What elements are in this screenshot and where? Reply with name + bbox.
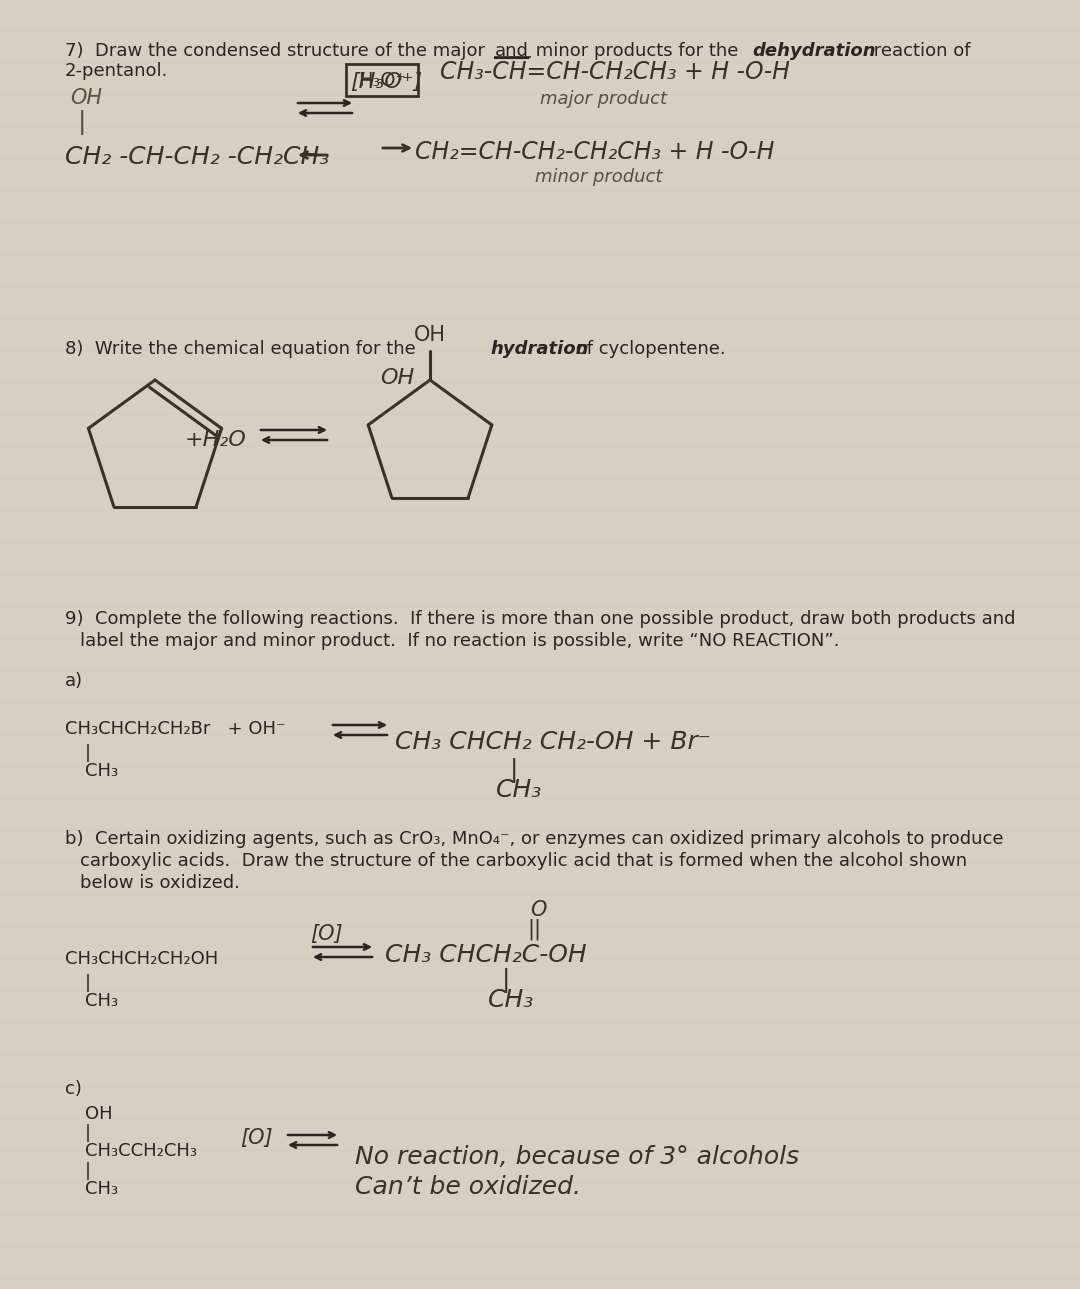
Text: CH₃: CH₃ bbox=[496, 779, 542, 802]
Text: below is oxidized.: below is oxidized. bbox=[80, 874, 240, 892]
Text: CH₃: CH₃ bbox=[488, 987, 535, 1012]
Text: |: | bbox=[85, 1124, 91, 1142]
Text: |: | bbox=[78, 110, 86, 135]
Text: OH: OH bbox=[380, 367, 415, 388]
Text: +H₂O: +H₂O bbox=[185, 431, 246, 450]
Text: CH₃: CH₃ bbox=[85, 762, 118, 780]
Text: major product: major product bbox=[540, 90, 667, 108]
Text: label the major and minor product.  If no reaction is possible, write “NO REACTI: label the major and minor product. If no… bbox=[80, 632, 839, 650]
Text: |: | bbox=[502, 968, 511, 993]
Text: H₃O⁺: H₃O⁺ bbox=[359, 71, 406, 89]
Text: reaction of: reaction of bbox=[868, 43, 971, 61]
Text: 9)  Complete the following reactions.  If there is more than one possible produc: 9) Complete the following reactions. If … bbox=[65, 610, 1015, 628]
Text: [O]: [O] bbox=[310, 924, 342, 944]
Text: 7)  Draw the condensed structure of the major: 7) Draw the condensed structure of the m… bbox=[65, 43, 490, 61]
Text: |: | bbox=[85, 1161, 91, 1179]
Text: hydration: hydration bbox=[490, 340, 589, 358]
Text: of cyclopentene.: of cyclopentene. bbox=[570, 340, 726, 358]
Text: dehydration: dehydration bbox=[752, 43, 876, 61]
Text: Can’t be oxidized.: Can’t be oxidized. bbox=[355, 1176, 581, 1199]
Text: CH₃CHCH₂CH₂Br   + OH⁻: CH₃CHCH₂CH₂Br + OH⁻ bbox=[65, 721, 285, 739]
Text: OH: OH bbox=[70, 88, 103, 108]
Text: [O]: [O] bbox=[240, 1128, 272, 1148]
Text: |: | bbox=[85, 744, 91, 762]
Text: 8)  Write the chemical equation for the: 8) Write the chemical equation for the bbox=[65, 340, 421, 358]
Text: OH: OH bbox=[414, 325, 446, 344]
Text: CH₃: CH₃ bbox=[85, 1179, 118, 1197]
Text: CH₃: CH₃ bbox=[85, 993, 118, 1011]
Text: CH₃CHCH₂CH₂OH: CH₃CHCH₂CH₂OH bbox=[65, 950, 218, 968]
Text: carboxylic acids.  Draw the structure of the carboxylic acid that is formed when: carboxylic acids. Draw the structure of … bbox=[80, 852, 967, 870]
Text: a): a) bbox=[65, 672, 83, 690]
Text: minor product: minor product bbox=[535, 168, 662, 186]
Text: ||: || bbox=[527, 918, 541, 940]
Text: [H₃O⁺]: [H₃O⁺] bbox=[350, 72, 422, 92]
Text: |: | bbox=[510, 758, 518, 782]
Text: CH₃ CHCH₂C-OH: CH₃ CHCH₂C-OH bbox=[384, 944, 586, 967]
Text: minor products for the: minor products for the bbox=[530, 43, 744, 61]
Text: CH₃ CHCH₂ CH₂-OH + Br⁻: CH₃ CHCH₂ CH₂-OH + Br⁻ bbox=[395, 730, 711, 754]
Text: CH₃-CH=CH-CH₂CH₃ + H -O-H: CH₃-CH=CH-CH₂CH₃ + H -O-H bbox=[440, 61, 789, 84]
Text: O: O bbox=[530, 900, 546, 920]
Text: No reaction, because of 3° alcohols: No reaction, because of 3° alcohols bbox=[355, 1145, 799, 1169]
Text: CH₃CCH₂CH₃: CH₃CCH₂CH₃ bbox=[85, 1142, 197, 1160]
Text: |: | bbox=[85, 974, 91, 993]
Text: and: and bbox=[495, 43, 529, 61]
Text: b)  Certain oxidizing agents, such as CrO₃, MnO₄⁻, or enzymes can oxidized prima: b) Certain oxidizing agents, such as CrO… bbox=[65, 830, 1003, 848]
Text: CH₂=CH-CH₂-CH₂CH₃ + H -O-H: CH₂=CH-CH₂-CH₂CH₃ + H -O-H bbox=[415, 141, 774, 164]
Text: c): c) bbox=[65, 1080, 82, 1098]
Text: CH₂ -CH-CH₂ -CH₂CH₃: CH₂ -CH-CH₂ -CH₂CH₃ bbox=[65, 144, 329, 169]
Text: 2-pentanol.: 2-pentanol. bbox=[65, 62, 168, 80]
Text: OH: OH bbox=[85, 1105, 112, 1123]
